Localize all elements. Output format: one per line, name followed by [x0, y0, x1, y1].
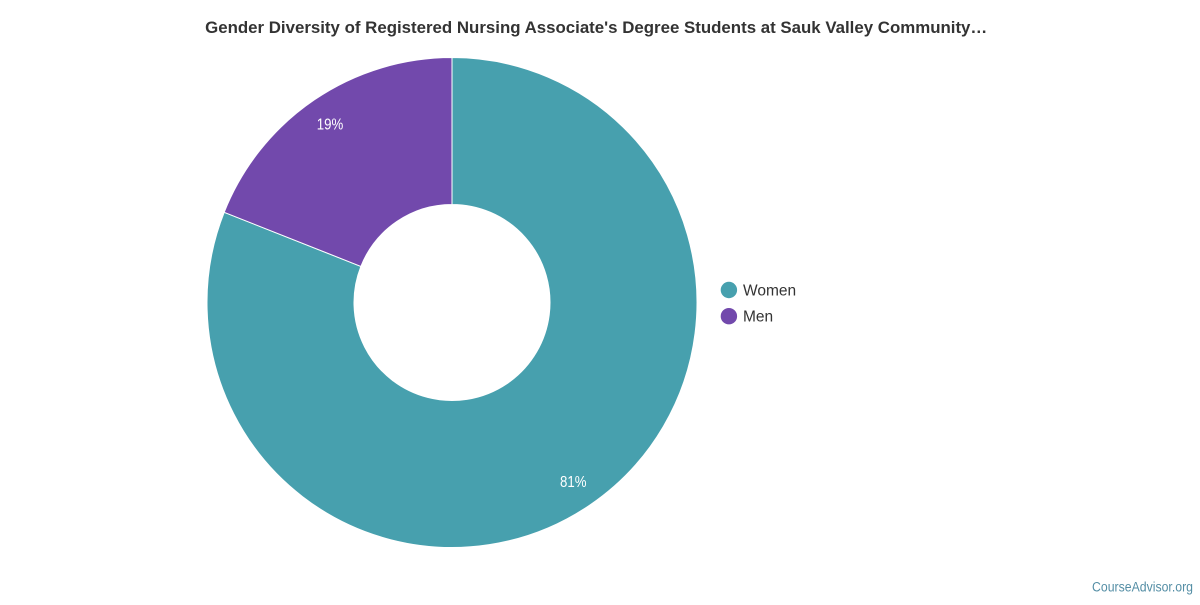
svg-text:Men: Men [743, 309, 773, 326]
svg-text:Women: Women [743, 283, 796, 300]
svg-text:81%: 81% [560, 474, 587, 491]
svg-text:Gender Diversity of Registered: Gender Diversity of Registered Nursing A… [205, 18, 987, 37]
svg-text:19%: 19% [317, 117, 344, 134]
svg-text:CourseAdvisor.org: CourseAdvisor.org [1092, 579, 1193, 594]
